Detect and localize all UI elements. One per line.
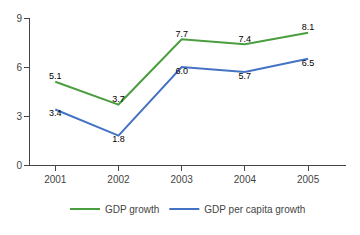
svg-text:9: 9 <box>16 13 22 24</box>
svg-text:2005: 2005 <box>297 174 320 185</box>
svg-text:2002: 2002 <box>107 174 130 185</box>
svg-text:3: 3 <box>16 111 22 122</box>
svg-text:5.1: 5.1 <box>49 71 62 81</box>
svg-text:6: 6 <box>16 62 22 73</box>
svg-text:7.7: 7.7 <box>175 29 188 39</box>
svg-text:3.4: 3.4 <box>49 108 62 118</box>
svg-text:GDP growth: GDP growth <box>105 204 159 215</box>
svg-text:7.4: 7.4 <box>239 34 252 44</box>
svg-text:0: 0 <box>16 160 22 171</box>
svg-text:2003: 2003 <box>171 174 194 185</box>
svg-text:3.7: 3.7 <box>112 94 125 104</box>
svg-text:8.1: 8.1 <box>302 22 315 32</box>
svg-text:GDP per capita growth: GDP per capita growth <box>204 204 305 215</box>
svg-text:2004: 2004 <box>234 174 257 185</box>
svg-text:1.8: 1.8 <box>112 134 125 144</box>
svg-text:6.5: 6.5 <box>302 58 315 68</box>
svg-text:5.7: 5.7 <box>239 71 252 81</box>
svg-text:6.0: 6.0 <box>175 66 188 76</box>
svg-text:2001: 2001 <box>44 174 67 185</box>
